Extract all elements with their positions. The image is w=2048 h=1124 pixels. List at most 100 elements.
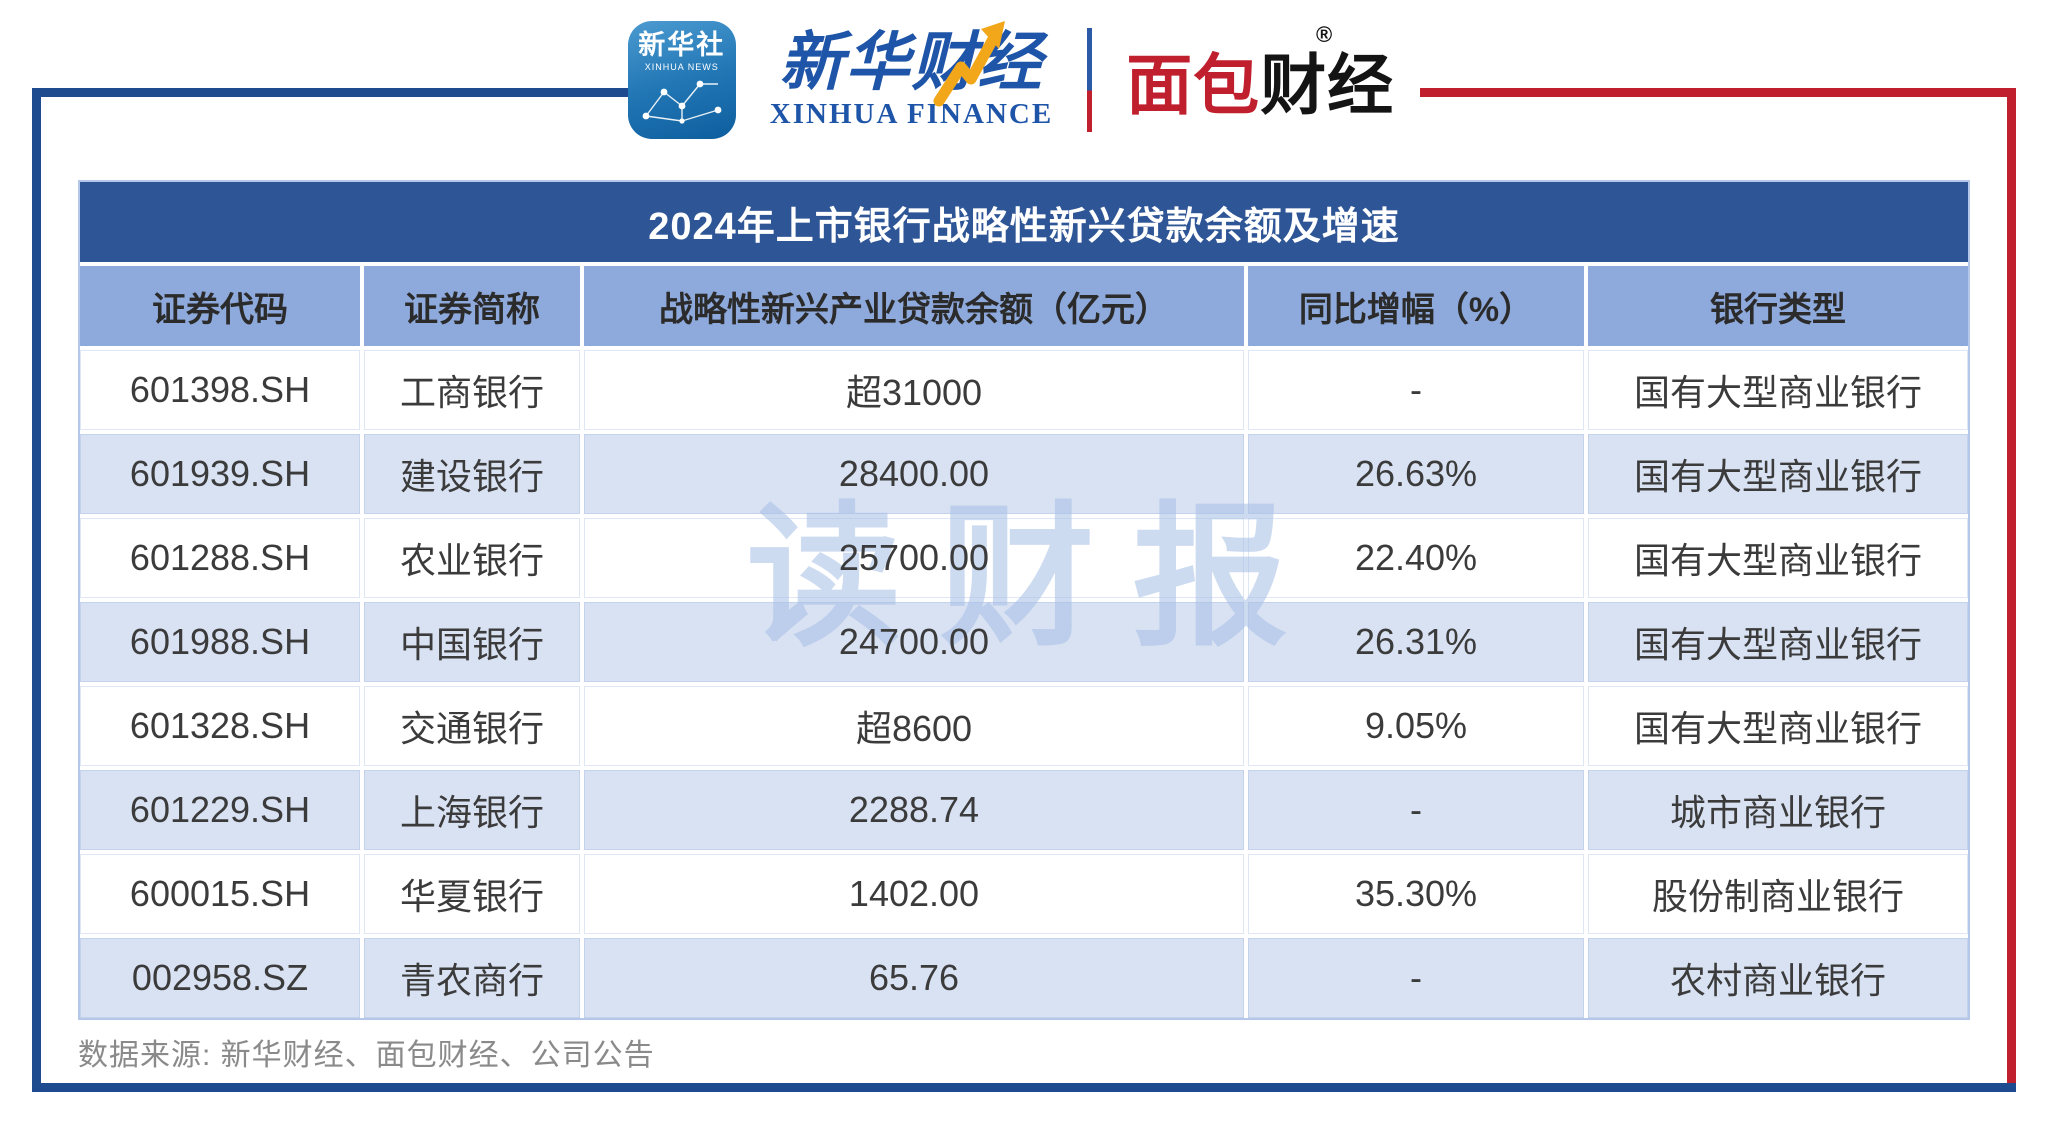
table-cell-label: 城市商业银行 [1669,792,1886,833]
table-cell-label: 601939.SH [129,453,311,494]
table-cell-label: 超31000 [845,372,983,413]
table-cell: 青农商行 [364,938,580,1018]
table-cell-label: 26.63% [1354,453,1478,494]
table-cell: 24700.00 [584,602,1244,682]
table-cell-label: 工商银行 [399,372,544,413]
table-cell-label: 国有大型商业银行 [1633,372,1922,413]
table-cell: 601328.SH [80,686,360,766]
table-cell-label: 国有大型商业银行 [1633,456,1922,497]
column-header: 证券简称 [364,266,580,346]
frame-left-bar [32,88,41,1092]
frame-right-bar [2007,88,2016,1092]
network-constellation-icon [642,80,722,124]
table-cell-label: 交通银行 [399,708,544,749]
column-header: 战略性新兴产业贷款余额（亿元） [584,266,1244,346]
table-cell-label: 601988.SH [129,621,311,662]
table-cell: 601229.SH [80,770,360,850]
table-cell: 工商银行 [364,350,580,430]
masthead: 新华社 XINHUA NEWS 新华财经 XINHUA FINANCE [0,14,2048,146]
table-cell: 601939.SH [80,434,360,514]
table-cell: 26.31% [1248,602,1584,682]
frame-top-right-bar [1420,88,2016,97]
table-cell-label: 农业银行 [399,540,544,581]
table-cell-label: 国有大型商业银行 [1633,708,1922,749]
table-title: 2024年上市银行战略性新兴贷款余额及增速 [80,182,1968,262]
table-cell-label: 国有大型商业银行 [1633,540,1922,581]
table-cell-label: 股份制商业银行 [1651,876,1904,917]
table-cell: 65.76 [584,938,1244,1018]
table-cell-label: 65.76 [868,957,960,998]
table-cell-label: 25700.00 [838,537,990,578]
frame-top-left-bar [32,88,632,97]
column-header: 证券代码 [80,266,360,346]
bread-finance-red-text: 面包 [1126,48,1261,122]
table-cell: 国有大型商业银行 [1588,686,1968,766]
table-cell-label: 601229.SH [129,789,311,830]
table-cell: 600015.SH [80,854,360,934]
table-cell-label: - [1410,957,1422,998]
table-cell-label: 青农商行 [399,960,544,1001]
column-header-label: 银行类型 [1710,290,1846,329]
data-source-note: 数据来源: 新华财经、面包财经、公司公告 [78,1039,655,1072]
table-cell: 超31000 [584,350,1244,430]
bread-finance-black-text: 财经 [1260,48,1395,122]
column-header-label: 证券代码 [152,290,288,329]
table-cell-label: 中国银行 [399,624,544,665]
table-cell: 601988.SH [80,602,360,682]
table-cell: 超8600 [584,686,1244,766]
table-cell: 2288.74 [584,770,1244,850]
xinhua-news-icon-title: 新华社 [638,30,726,60]
bread-finance-logo: 面包 财经 ® [1126,22,1420,128]
table-cell-label: 农村商业银行 [1669,960,1886,1001]
xinhua-finance-cn-text: 新华财经 [779,25,1044,98]
column-header-label: 证券简称 [404,290,540,329]
table-cell: 35.30% [1248,854,1584,934]
table-cell: 28400.00 [584,434,1244,514]
table-cell: 农村商业银行 [1588,938,1968,1018]
table-cell-label: 国有大型商业银行 [1633,624,1922,665]
table-cell: - [1248,938,1584,1018]
table-cell: - [1248,770,1584,850]
table-cell: 1402.00 [584,854,1244,934]
table-cell: 上海银行 [364,770,580,850]
frame-bottom-bar [32,1083,2016,1092]
table-cell: 002958.SZ [80,938,360,1018]
table-cell: 601288.SH [80,518,360,598]
table-cell: 22.40% [1248,518,1584,598]
column-header: 同比增幅（%） [1248,266,1584,346]
table-cell-label: 22.40% [1354,537,1478,578]
column-header-label: 战略性新兴产业贷款余额（亿元） [659,290,1169,329]
table-cell-label: 601398.SH [129,369,311,410]
table-cell: 农业银行 [364,518,580,598]
table-cell-label: 601288.SH [129,537,311,578]
table-cell: 25700.00 [584,518,1244,598]
table-cell: 建设银行 [364,434,580,514]
xinhua-finance-logo: 新华财经 XINHUA FINANCE [770,20,1053,131]
table-cell-label: 24700.00 [838,621,990,662]
table-cell: 交通银行 [364,686,580,766]
table-cell-label: 2288.74 [848,789,980,830]
table-cell-label: 28400.00 [838,453,990,494]
table-cell-label: 9.05% [1364,705,1468,746]
table-cell: 中国银行 [364,602,580,682]
table-cell-label: 超8600 [855,708,973,749]
table-cell: 国有大型商业银行 [1588,350,1968,430]
table-cell-label: - [1410,369,1422,410]
table-cell: 华夏银行 [364,854,580,934]
xinhua-news-icon-subtitle: XINHUA NEWS [644,61,719,72]
table-cell-label: 35.30% [1354,873,1478,914]
table-cell-label: 26.31% [1354,621,1478,662]
table-cell: 9.05% [1248,686,1584,766]
table-cell: 国有大型商业银行 [1588,434,1968,514]
bank-table-grid: 证券代码 证券简称 战略性新兴产业贷款余额（亿元） 同比增幅（%） 银行类型 601398… [80,266,1968,1018]
table-cell-label: 601328.SH [129,705,311,746]
table-cell: 国有大型商业银行 [1588,602,1968,682]
table-cell: 国有大型商业银行 [1588,518,1968,598]
logo-divider [1087,28,1093,132]
table-cell-label: 002958.SZ [131,957,309,998]
registered-trademark-icon: ® [1315,22,1333,47]
table-cell-label: 1402.00 [848,873,980,914]
table-cell-label: - [1410,789,1422,830]
table-cell-label: 上海银行 [399,792,544,833]
bank-loan-table: 2024年上市银行战略性新兴贷款余额及增速 证券代码 证券简称 战略性新兴产业贷款余… [78,180,1970,1020]
